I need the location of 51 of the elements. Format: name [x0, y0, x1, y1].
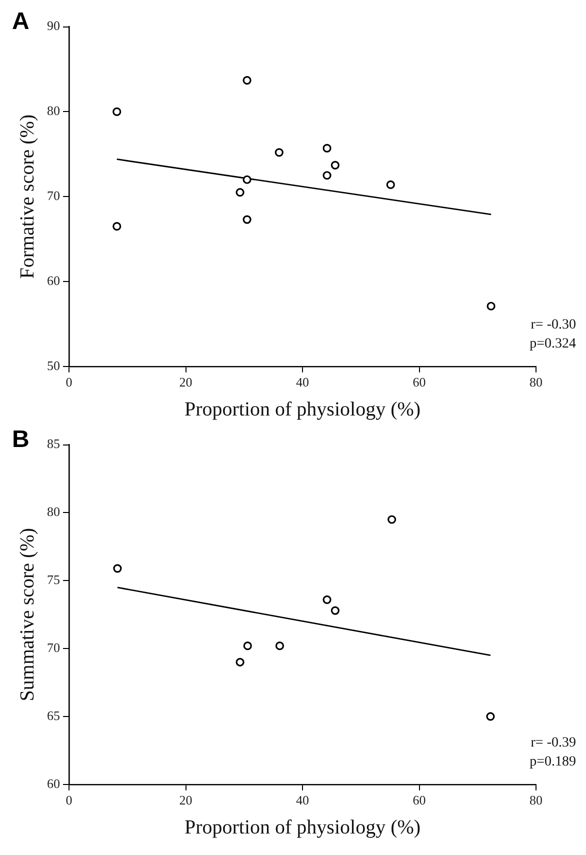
annotation: p=0.189	[530, 754, 576, 770]
x-tick-label: 20	[179, 792, 192, 808]
x-tick-label: 80	[530, 792, 542, 808]
x-tick-label: 0	[66, 374, 72, 390]
point	[330, 606, 340, 615]
y-tick-label: 80	[47, 504, 60, 520]
chart-title: B	[12, 426, 30, 454]
point	[486, 302, 496, 310]
x-tick-label: 40	[296, 374, 309, 390]
point	[322, 144, 332, 153]
y-tick-label: 50	[47, 358, 60, 373]
x-tick-label: 20	[179, 374, 192, 390]
y-tick-label: 70	[47, 188, 60, 204]
point	[386, 180, 395, 190]
point	[275, 642, 284, 650]
y-tick-label: 60	[47, 776, 60, 791]
y-tick-label: 75	[47, 572, 60, 588]
point	[243, 642, 252, 650]
x-tick-label: 60	[412, 792, 426, 808]
y-tick-label: 70	[47, 640, 60, 655]
y-axis-title: Summative score (%)	[16, 528, 38, 702]
point	[242, 175, 252, 184]
x-tick-label: 60	[412, 374, 426, 390]
point	[486, 712, 495, 721]
chart-title: A	[12, 8, 30, 36]
y-tick-label: 60	[47, 272, 60, 288]
point	[236, 188, 244, 197]
x-tick-label: 80	[530, 374, 542, 390]
y-tick-label: 85	[47, 436, 60, 452]
point	[112, 107, 122, 116]
point	[388, 515, 396, 524]
y-axis-title: Formative score (%)	[16, 114, 38, 279]
x-tick-label: 0	[66, 792, 72, 808]
annotation: r= -0.39	[530, 735, 576, 750]
x-axis-title: Proportion of physiology (%)	[184, 398, 421, 420]
point	[236, 658, 244, 666]
x-axis-title: Proportion of physiology (%)	[184, 816, 421, 838]
annotation: p=0.324	[530, 336, 576, 352]
point	[322, 595, 332, 604]
point	[274, 148, 284, 157]
y-tick-label: 90	[47, 18, 60, 34]
annotation: r= -0.30	[530, 317, 576, 332]
x-tick-label: 40	[296, 792, 309, 808]
point	[112, 222, 122, 231]
point	[113, 564, 122, 573]
point	[242, 76, 252, 85]
point	[242, 215, 252, 224]
point	[322, 171, 332, 180]
point	[330, 160, 340, 170]
y-tick-label: 65	[47, 708, 60, 723]
y-tick-label: 80	[47, 103, 60, 118]
